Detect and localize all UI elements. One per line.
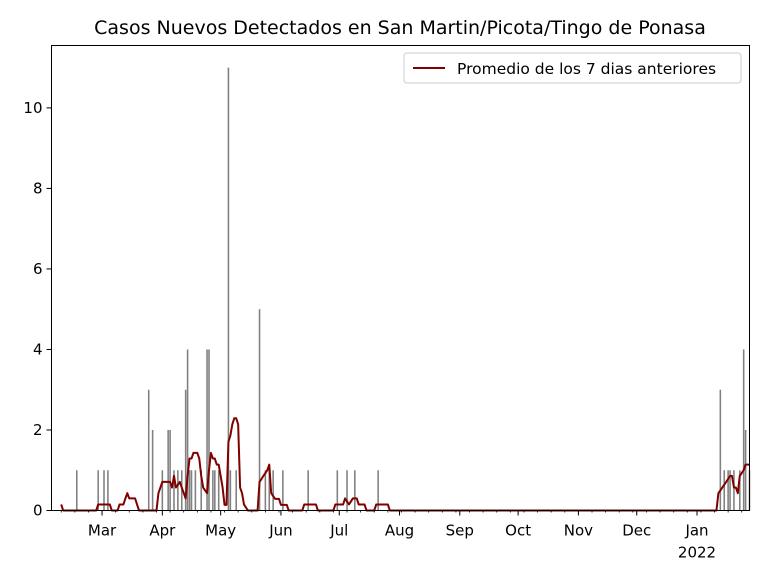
bar (190, 470, 193, 511)
bar (217, 470, 220, 511)
bar (169, 429, 171, 511)
bar (161, 470, 164, 511)
bar (194, 470, 197, 511)
bar (739, 470, 741, 511)
bar (97, 470, 99, 511)
bar (723, 470, 726, 511)
bar (354, 470, 356, 511)
bar (307, 470, 309, 511)
bar (151, 429, 154, 511)
bar (744, 429, 747, 511)
bar (208, 349, 210, 511)
bar (206, 349, 208, 511)
bar (727, 470, 729, 511)
x-tick-label: Mar (88, 522, 117, 540)
x-tick-sublabel: 2022 (678, 544, 716, 562)
x-tick-label: Jan (684, 522, 708, 540)
bar (729, 470, 731, 511)
bar (282, 470, 284, 511)
x-tick-label: Oct (505, 522, 531, 540)
bar (377, 470, 379, 511)
bar (188, 470, 191, 511)
y-tick-label: 4 (33, 340, 43, 358)
legend-box (403, 52, 742, 84)
legend: Promedio de los 7 dias anteriores (403, 52, 742, 84)
bar (200, 470, 202, 511)
legend-label: Promedio de los 7 dias anteriores (457, 60, 716, 78)
y-tick-label: 2 (33, 421, 43, 439)
bar (235, 470, 237, 511)
x-tick-label: Dec (622, 522, 651, 540)
chart-title: Casos Nuevos Detectados en San Martin/Pi… (94, 17, 706, 39)
bar (268, 470, 271, 511)
bar-series (76, 67, 751, 511)
y-tick-label: 10 (23, 99, 42, 117)
average-line (60, 417, 750, 512)
x-tick-label: Apr (149, 522, 176, 540)
plot-frame (51, 45, 750, 511)
bar (214, 470, 216, 511)
x-tick-label: Jun (268, 522, 292, 540)
bar (346, 470, 348, 511)
y-axis: 0 2 4 6 8 10 (23, 99, 52, 520)
bar (167, 429, 169, 511)
bar (229, 470, 232, 511)
bar (264, 470, 267, 511)
bar (186, 349, 189, 511)
bar (212, 470, 214, 511)
bar (173, 470, 175, 511)
bar (107, 470, 109, 511)
y-tick-label: 8 (33, 179, 43, 197)
bar (227, 67, 230, 511)
bar (733, 470, 735, 511)
x-tick-label: Aug (385, 522, 414, 540)
bar (272, 470, 274, 511)
bar (103, 470, 105, 511)
x-tick-label: May (205, 522, 236, 540)
bar (742, 349, 745, 511)
x-tick-label: Jul (329, 522, 348, 540)
bar (76, 470, 78, 511)
line-series (60, 417, 750, 512)
bar (258, 309, 261, 511)
bar (719, 389, 722, 511)
y-tick-label: 6 (33, 260, 43, 278)
bar (336, 470, 339, 511)
bar (147, 389, 150, 511)
x-tick-label: Nov (564, 522, 593, 540)
y-tick-label: 0 (33, 502, 43, 520)
x-tick-label: Sep (446, 522, 474, 540)
bar (177, 470, 179, 511)
x-axis: Mar Apr May Jun Jul Aug Sep Oct Nov Dec Jan 2022 (60, 510, 743, 562)
bar (184, 389, 187, 511)
